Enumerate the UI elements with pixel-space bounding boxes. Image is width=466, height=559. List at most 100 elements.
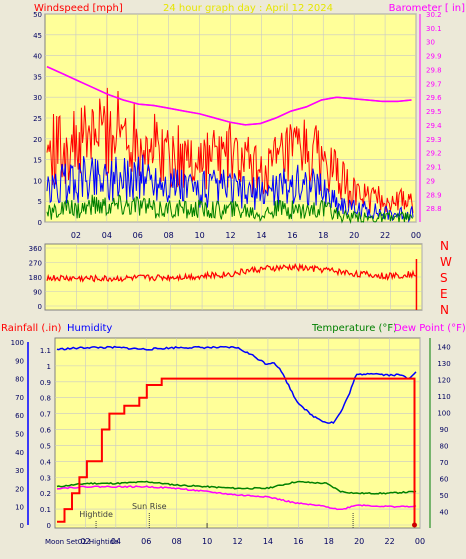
barometer-tick-label: 29.5 — [426, 108, 442, 116]
compass-label: S — [440, 271, 448, 285]
wind-left-tick-label: 10 — [33, 177, 42, 185]
direction-tick-label: 90 — [33, 289, 42, 297]
temperature-tick-label: 130 — [437, 360, 450, 368]
wind-x-tick-label: 08 — [164, 231, 174, 240]
rain-tick-label: 0.7 — [40, 411, 51, 419]
wind-left-tick-label: 0 — [38, 219, 42, 227]
wind-left-tick-label: 20 — [33, 136, 42, 144]
rain-tick-label: 0.5 — [40, 442, 51, 450]
rainfall-axis-label: Rainfall (.in) — [1, 323, 62, 334]
barometer-tick-label: 29.2 — [426, 150, 442, 158]
rain-x-tick-label: 00 — [415, 537, 425, 546]
direction-tick-label: 0 — [38, 303, 42, 311]
wind-x-tick-label: 20 — [349, 231, 359, 240]
direction-tick-label: 360 — [29, 245, 42, 253]
wind-left-tick-label: 5 — [38, 198, 42, 206]
wind-left-tick-label: 45 — [33, 32, 42, 40]
wind-left-tick-label: 50 — [33, 11, 42, 19]
rain-tick-label: 0.2 — [40, 490, 51, 498]
barometer-tick-label: 28.8 — [426, 205, 442, 213]
humidity-tick-label: 10 — [15, 504, 24, 512]
rain-tick-label: 0.6 — [40, 427, 52, 435]
temperature-tick-label: 100 — [437, 409, 450, 417]
humidity-tick-label: 100 — [11, 339, 24, 347]
rain-x-tick-label: 16 — [293, 537, 303, 546]
rain-x-tick-label: 08 — [172, 537, 182, 546]
wind-x-tick-label: 12 — [225, 231, 235, 240]
compass-label: E — [440, 287, 448, 301]
rain-x-tick-label: 06 — [141, 537, 151, 546]
humidity-tick-label: 50 — [15, 431, 24, 439]
temperature-tick-label: 40 — [440, 508, 449, 516]
temperature-tick-label: 140 — [437, 343, 450, 351]
wind-x-tick-label: 10 — [194, 231, 204, 240]
barometer-tick-label: 29.6 — [426, 94, 442, 102]
rainfall-end-dot — [412, 522, 418, 528]
humidity-tick-label: 0 — [20, 522, 24, 530]
rain-x-tick-label: 22 — [384, 537, 394, 546]
barometer-line-overlay — [46, 66, 412, 126]
rainfall-line — [57, 377, 416, 525]
temperature-tick-label: 90 — [440, 426, 449, 434]
rain-tick-label: 0.8 — [40, 395, 51, 403]
rain-x-tick-label: 14 — [263, 537, 273, 546]
direction-tick-label: 270 — [29, 260, 42, 268]
temperature-tick-label: 50 — [440, 492, 449, 500]
wind-left-tick-label: 30 — [33, 94, 42, 102]
temperature-tick-label: 70 — [440, 459, 449, 467]
rain-x-tick-label: 10 — [202, 537, 212, 546]
wind-left-tick-label: 35 — [33, 73, 42, 81]
rain-x-tick-label: 12 — [232, 537, 242, 546]
barometer-tick-label: 29.7 — [426, 80, 442, 88]
barometer-tick-label: 29.9 — [426, 53, 442, 61]
barometer-tick-label: 29.1 — [426, 164, 442, 172]
barometer-tick-label: 29.4 — [426, 122, 442, 130]
humidity-tick-label: 80 — [15, 376, 24, 384]
barometer-tick-label: 30 — [426, 39, 435, 47]
humidity-tick-label: 30 — [15, 467, 24, 475]
barometer-tick-label: 29 — [426, 177, 435, 185]
humidity-tick-label: 60 — [15, 412, 24, 420]
wind-x-tick-label: 04 — [102, 231, 112, 240]
direction-tick-label: 180 — [29, 274, 42, 282]
hightide-annotation: Hightide — [79, 510, 113, 519]
rain-x-tick-label: 02 — [80, 537, 90, 546]
barometer-tick-label: 30.2 — [426, 11, 442, 19]
wind-x-tick-label: 02 — [71, 231, 81, 240]
wind-x-tick-label: 22 — [380, 231, 390, 240]
dewpoint-line — [56, 485, 417, 511]
compass-label: N — [440, 239, 449, 253]
wind-x-tick-label: 00 — [411, 231, 421, 240]
humidity-line — [56, 345, 417, 424]
humidity-tick-label: 40 — [15, 449, 24, 457]
wind-x-tick-label: 18 — [318, 231, 328, 240]
wind-left-tick-label: 15 — [33, 157, 42, 165]
temperature-line — [56, 480, 417, 495]
wind-left-tick-label: 40 — [33, 53, 42, 61]
temperature-tick-label: 110 — [437, 393, 450, 401]
chart-title: 24 hour graph day : April 12 2024 — [163, 3, 333, 14]
dewpoint-axis-label: Dew Point (°F) — [394, 323, 466, 334]
wind-x-tick-label: 14 — [256, 231, 266, 240]
rain-tick-label: 0 — [47, 522, 51, 530]
wind-direction-line — [46, 262, 417, 283]
rain-x-tick-label: 18 — [324, 537, 334, 546]
wind-left-tick-label: 25 — [33, 115, 42, 123]
humidity-axis-label: Humidity — [67, 323, 112, 334]
rain-tick-label: 0.9 — [40, 379, 51, 387]
humidity-tick-label: 20 — [15, 485, 24, 493]
temperature-tick-label: 80 — [440, 442, 449, 450]
temperature-tick-label: 120 — [437, 376, 450, 384]
temperature-tick-label: 60 — [440, 475, 449, 483]
barometer-tick-label: 29.3 — [426, 136, 442, 144]
barometer-tick-label: 29.8 — [426, 66, 442, 74]
rain-tick-label: 1 — [47, 363, 51, 371]
sunrise-annotation: Sun Rise — [132, 502, 167, 511]
barometer-tick-label: 30.1 — [426, 25, 442, 33]
rain-tick-label: 0.3 — [40, 474, 51, 482]
rain-x-tick-label: 04 — [111, 537, 121, 546]
windspeed-axis-label: Windspeed [mph] — [34, 3, 123, 14]
wind-speed-line — [46, 154, 414, 223]
